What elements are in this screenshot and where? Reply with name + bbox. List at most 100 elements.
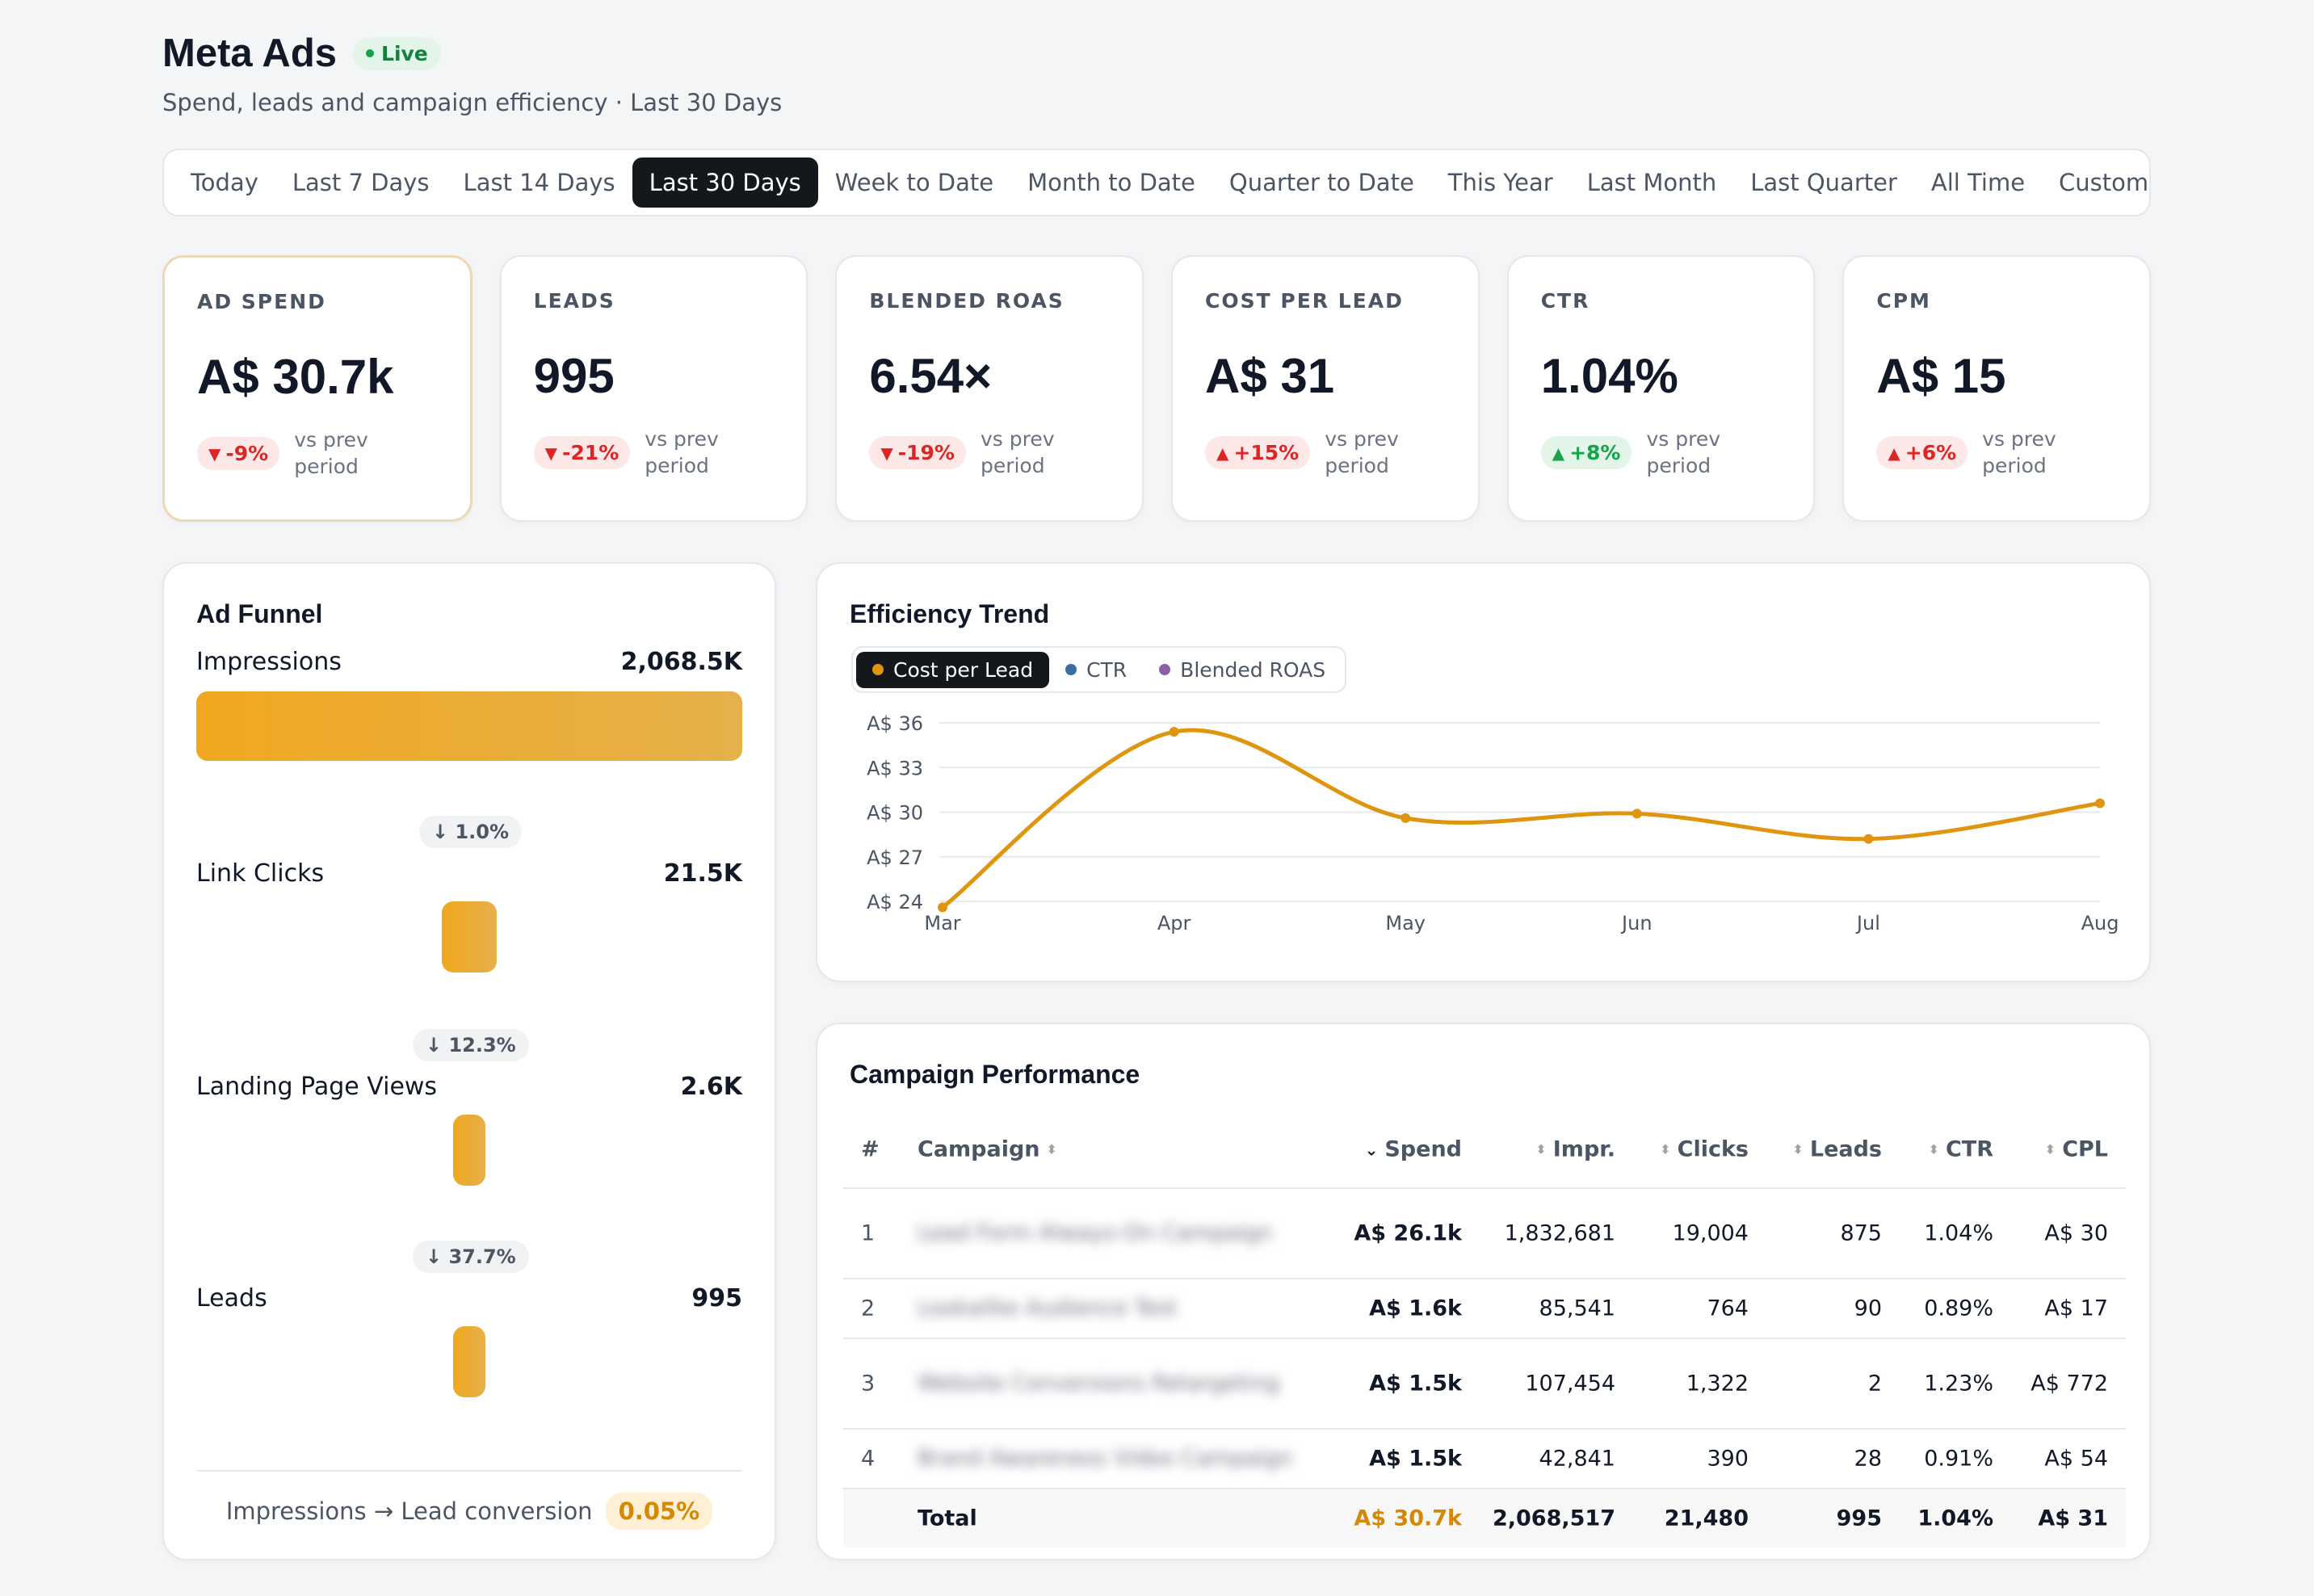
kpi-value: 1.04%	[1540, 349, 1678, 403]
triangle-down-icon: ▼	[208, 443, 221, 464]
total-impr: 2,068,517	[1492, 1506, 1615, 1531]
range-tab-custom[interactable]: Custom	[2059, 169, 2149, 196]
x-tick-label: Aug	[2081, 912, 2119, 934]
metric-toggle: Cost per Lead CTR Blended ROAS	[851, 646, 1347, 693]
total-leads: 995	[1836, 1506, 1882, 1531]
table-row[interactable]: 3 Website Conversions Retargeting A$ 1.5k 1…	[843, 1339, 2126, 1430]
triangle-down-icon: ▼	[544, 443, 558, 463]
kpi-card-leads[interactable]: LEADS 995 ▼ -21% vs prev period	[499, 255, 808, 522]
col-impr-label: Impr.	[1552, 1136, 1615, 1162]
data-point[interactable]	[1632, 808, 1642, 819]
kpi-card-cost-per-lead[interactable]: COST PER LEAD A$ 31 ▲ +15% vs prev period	[1171, 255, 1480, 522]
table-row[interactable]: 1 Lead Form Always-On Campaign A$ 26.1k 1,8…	[843, 1189, 2126, 1279]
col-impr-header[interactable]: ⬍ Impr.	[1535, 1137, 1615, 1162]
trend-title: Efficiency Trend	[850, 599, 1050, 628]
col-ctr-header[interactable]: ⬍ CTR	[1929, 1137, 1993, 1162]
row-clicks: 19,004	[1672, 1220, 1749, 1246]
page-header: Meta Ads Live Spend, leads and campaign …	[162, 31, 782, 116]
data-point[interactable]	[1401, 813, 1411, 823]
funnel-row-link-clicks: Link Clicks 21.5K	[196, 859, 742, 888]
kpi-footer: ▲ +6% vs prev period	[1876, 426, 2117, 479]
conversion-badge: 0.05%	[605, 1493, 713, 1530]
range-tab-last-quarter[interactable]: Last Quarter	[1750, 169, 1897, 196]
toggle-label: CTR	[1086, 657, 1128, 682]
range-tab-today[interactable]: Today	[191, 169, 258, 196]
data-point[interactable]	[1169, 727, 1179, 737]
data-point[interactable]	[938, 902, 947, 913]
col-spend-header[interactable]: ⌄ Spend	[1365, 1137, 1462, 1162]
triangle-down-icon: ▼	[880, 443, 893, 463]
live-dot-icon	[366, 49, 375, 57]
table-row[interactable]: 2 Lookalike Audience Test A$ 1.6k 85,541 764…	[843, 1279, 2126, 1339]
kpi-card-ad-spend[interactable]: AD SPEND A$ 30.7k ▼ -9% vs prev period	[162, 255, 472, 522]
row-clicks: 390	[1707, 1446, 1749, 1472]
table-row[interactable]: 4 Brand Awareness Video Campaign A$ 1.5k 42…	[843, 1430, 2126, 1489]
vs-prev-label: vs prev period	[294, 428, 368, 478]
kpi-label: LEADS	[533, 289, 615, 313]
sort-icon: ⬍	[1660, 1141, 1671, 1157]
sort-icon: ⬍	[1928, 1141, 1939, 1157]
row-cpl: A$ 30	[2044, 1220, 2108, 1246]
delta-badge: ▲ +6%	[1876, 436, 1968, 469]
sort-icon: ⬍	[1046, 1141, 1057, 1157]
funnel-drop-badge: ↓ 1.0%	[419, 816, 523, 848]
vs-prev-label: vs prev period	[645, 427, 719, 477]
date-range-selector: Today Last 7 Days Last 14 Days Last 30 Days…	[162, 149, 2151, 216]
delta-badge: ▲ +15%	[1205, 436, 1311, 469]
toggle-label: Blended ROAS	[1180, 657, 1326, 682]
col-leads-header[interactable]: ⬍ Leads	[1792, 1137, 1882, 1162]
funnel-stage-value: 995	[691, 1284, 742, 1312]
row-ctr: 0.89%	[1924, 1296, 1993, 1321]
campaign-name[interactable]: Brand Awareness Video Campaign	[918, 1445, 1292, 1471]
toggle-label: Cost per Lead	[893, 657, 1034, 682]
col-index-header: #	[861, 1136, 880, 1162]
range-tab-last-7-days[interactable]: Last 7 Days	[292, 169, 430, 196]
y-tick-label: A$ 27	[867, 846, 923, 869]
kpi-footer: ▲ +15% vs prev period	[1205, 426, 1446, 479]
data-point[interactable]	[1863, 834, 1874, 844]
range-tab-all-time[interactable]: All Time	[1930, 169, 2026, 196]
table-header-row: # Campaign ⬍ ⌄ Spend ⬍ Impr. ⬍ Clicks	[843, 1111, 2126, 1189]
row-clicks: 764	[1707, 1296, 1749, 1321]
toggle-blended-roas[interactable]: Blended ROAS	[1143, 652, 1342, 688]
range-tab-week-to-date[interactable]: Week to Date	[834, 169, 994, 196]
campaign-name[interactable]: Website Conversions Retargeting	[918, 1370, 1280, 1396]
range-tab-last-month[interactable]: Last Month	[1586, 169, 1717, 196]
funnel-stage-value: 2.6K	[680, 1073, 742, 1101]
row-index: 3	[861, 1371, 876, 1396]
col-clicks-header[interactable]: ⬍ Clicks	[1660, 1137, 1749, 1162]
range-tab-last-14-days[interactable]: Last 14 Days	[463, 169, 615, 196]
range-tab-last-30-days[interactable]: Last 30 Days	[632, 158, 818, 208]
delta-value: -21%	[562, 441, 619, 464]
col-cpl-header[interactable]: ⬍ CPL	[2045, 1137, 2108, 1162]
kpi-card-cpm[interactable]: CPM A$ 15 ▲ +6% vs prev period	[1842, 255, 2152, 522]
kpi-label: CPM	[1876, 289, 1931, 313]
kpi-card-blended-roas[interactable]: BLENDED ROAS 6.54× ▼ -19% vs prev period	[835, 255, 1144, 522]
row-ctr: 0.91%	[1924, 1446, 1993, 1472]
sort-icon: ⬍	[1535, 1141, 1547, 1157]
delta-value: -19%	[897, 441, 955, 464]
funnel-drop-badge: ↓ 12.3%	[413, 1029, 529, 1061]
range-tab-quarter-to-date[interactable]: Quarter to Date	[1228, 169, 1414, 196]
campaign-name[interactable]: Lookalike Audience Test	[918, 1295, 1178, 1321]
col-leads-label: Leads	[1809, 1136, 1882, 1162]
data-point[interactable]	[2095, 798, 2105, 808]
row-ctr: 1.04%	[1924, 1220, 1993, 1246]
funnel-title: Ad Funnel	[196, 599, 323, 628]
range-tab-month-to-date[interactable]: Month to Date	[1027, 169, 1195, 196]
funnel-row-impressions: Impressions 2,068.5K	[196, 648, 742, 676]
y-tick-label: A$ 33	[867, 757, 923, 779]
col-campaign-header[interactable]: Campaign ⬍	[918, 1137, 1057, 1162]
toggle-cost-per-lead[interactable]: Cost per Lead	[856, 651, 1050, 688]
kpi-card-ctr[interactable]: CTR 1.04% ▲ +8% vs prev period	[1506, 255, 1816, 522]
row-index: 1	[861, 1220, 876, 1246]
kpi-footer: ▼ -21% vs prev period	[533, 426, 775, 479]
triangle-up-icon: ▲	[1216, 443, 1229, 463]
range-tab-this-year[interactable]: This Year	[1447, 169, 1553, 196]
col-clicks-label: Clicks	[1677, 1136, 1749, 1162]
table-total-row: Total A$ 30.7k 2,068,517 21,480 995 1.04…	[843, 1489, 2126, 1548]
row-cpl: A$ 54	[2044, 1446, 2108, 1472]
vs-prev-label: vs prev period	[1982, 427, 2056, 477]
campaign-name[interactable]: Lead Form Always-On Campaign	[918, 1220, 1273, 1245]
toggle-ctr[interactable]: CTR	[1049, 652, 1143, 688]
